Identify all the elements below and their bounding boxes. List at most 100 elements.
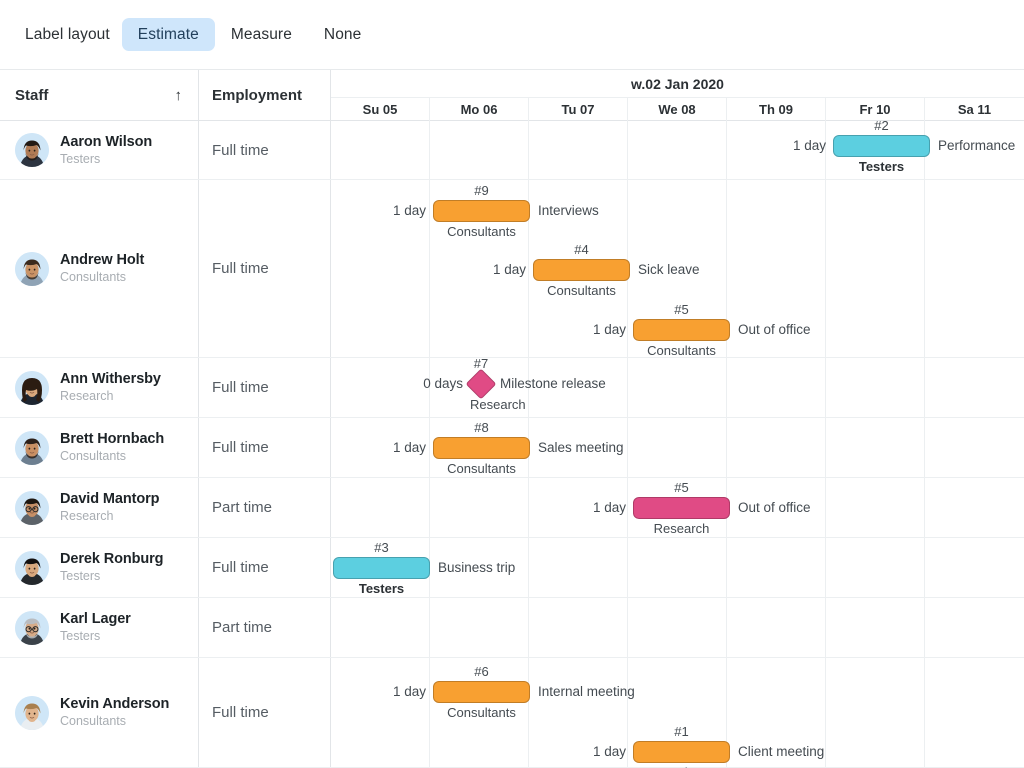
label-layout-option-estimate[interactable]: Estimate (121, 17, 215, 52)
task-bar[interactable] (433, 681, 530, 703)
task-item[interactable]: 1 day Out of office #5 Consultants (593, 302, 811, 358)
task-id-label: #1 (674, 724, 689, 739)
staff-row[interactable]: Aaron Wilson Testers Full time (0, 121, 331, 180)
staff-role: Consultants (60, 714, 127, 729)
staff-row[interactable]: Derek Ronburg Testers Full time (0, 538, 331, 598)
avatar (15, 490, 49, 525)
avatar (15, 610, 49, 645)
day-header-cell[interactable]: Su 05 (331, 98, 430, 121)
grid-body: Aaron Wilson Testers Full time Andrew Holt C… (0, 121, 1024, 768)
task-id-label: #5 (674, 302, 689, 317)
task-bar[interactable] (333, 557, 430, 579)
label-layout-label: Label layout (25, 25, 110, 43)
task-bar[interactable] (433, 200, 530, 222)
task-bar[interactable] (633, 319, 730, 341)
staff-row[interactable]: Andrew Holt Consultants Full time (0, 180, 331, 358)
timeline-row[interactable]: 1 day Interviews #9 Consultants 1 day Sick le… (331, 180, 1024, 358)
staff-cell[interactable]: Andrew Holt Consultants (0, 180, 199, 357)
avatar (15, 430, 49, 465)
employment-cell: Full time (199, 658, 331, 767)
staff-cell[interactable]: Brett Hornbach Consultants (0, 418, 199, 477)
avatar (15, 133, 49, 167)
staff-name: Derek Ronburg (60, 551, 164, 568)
task-item[interactable]: 1 day Client meeting #1 Consultants (593, 724, 824, 768)
task-duration-label: 1 day (792, 138, 826, 153)
staff-name: Brett Hornbach (60, 431, 165, 448)
task-item[interactable]: 1 day Sick leave #4 Consultants (493, 242, 700, 298)
day-header-cell[interactable]: Th 09 (727, 98, 826, 121)
staff-role: Testers (60, 569, 101, 584)
day-header-cell[interactable]: Fr 10 (826, 98, 925, 121)
employment-header-label: Employment (212, 87, 303, 104)
staff-cell[interactable]: David Mantorp Research (0, 478, 199, 537)
staff-role: Research (60, 389, 114, 404)
grid-header: Staff ↑ Employment w.02 Jan 2020 Su 05 Mo… (0, 70, 1024, 121)
staff-name: Andrew Holt (60, 252, 145, 269)
milestone-diamond[interactable] (465, 368, 497, 400)
avatar (15, 370, 49, 405)
day-header-cell[interactable]: Mo 06 (430, 98, 529, 121)
day-header-cell[interactable]: Sa 11 (957, 102, 992, 117)
task-duration-label: 1 day (392, 203, 426, 218)
day-header-cell[interactable]: We 08 (628, 98, 727, 121)
task-title-label: Interviews (538, 203, 599, 218)
staff-name-block: Kevin Anderson Consultants (60, 696, 169, 728)
task-bar[interactable] (433, 437, 530, 459)
task-bar[interactable] (833, 135, 930, 157)
staff-row[interactable]: Ann Withersby Research Full time (0, 358, 331, 418)
task-item[interactable]: Business trip #3 Testers (333, 540, 515, 596)
staff-header-label: Staff (15, 87, 49, 104)
task-title-label: Performance (938, 138, 1016, 153)
task-item[interactable]: 0 days Milestone release #7 Research (423, 356, 606, 412)
timeline-row[interactable] (331, 598, 1024, 658)
timeline-area: 1 day Performance #2 Testers 1 day Interviews… (331, 121, 1024, 768)
staff-name-block: Derek Ronburg Testers (60, 551, 164, 584)
timeline-row[interactable]: 1 day Out of office #5 Research (331, 478, 1024, 538)
staff-row[interactable]: Karl Lager Testers Part time (0, 598, 331, 658)
task-bar[interactable] (533, 259, 630, 281)
task-item[interactable]: 1 day Out of office #5 Research (593, 480, 811, 536)
day-header-cell[interactable]: Tu 07 (529, 98, 628, 121)
staff-cell[interactable]: Karl Lager Testers (0, 598, 199, 657)
task-item[interactable]: 1 day Performance #2 Testers (793, 121, 1015, 174)
task-item[interactable]: 1 day Sales meeting #8 Consultants (393, 420, 624, 476)
task-id-label: #5 (674, 480, 689, 495)
staff-row[interactable]: Brett Hornbach Consultants Full time (0, 418, 331, 478)
task-title-label: Out of office (738, 322, 811, 337)
task-group-label: Testers (358, 581, 405, 596)
staff-cell[interactable]: Derek Ronburg Testers (0, 538, 199, 597)
timeline-row[interactable]: 1 day Performance #2 Testers (331, 121, 1024, 180)
task-group-label: Research (470, 397, 526, 412)
day-gridlines (331, 538, 1024, 597)
timeline-row[interactable]: 1 day Sales meeting #8 Consultants (331, 418, 1024, 478)
task-title-label: Out of office (738, 500, 811, 515)
timeline-row[interactable]: Business trip #3 Testers (331, 538, 1024, 598)
day-gridlines (331, 598, 1024, 657)
task-bar[interactable] (633, 497, 730, 519)
task-group-label: Consultants (547, 283, 616, 298)
column-header-staff[interactable]: Staff ↑ (0, 70, 199, 121)
staff-cell[interactable]: Kevin Anderson Consultants (0, 658, 199, 767)
arrow-up-icon[interactable]: ↑ (174, 87, 183, 104)
staff-cell[interactable]: Aaron Wilson Testers (0, 121, 199, 179)
staff-row[interactable]: Kevin Anderson Consultants Full time (0, 658, 331, 768)
task-bar[interactable] (633, 741, 730, 763)
staff-role: Research (60, 509, 114, 524)
column-header-employment[interactable]: Employment (199, 70, 331, 121)
task-item[interactable]: 1 day Internal meeting #6 Consultants (393, 664, 635, 720)
staff-role: Consultants (60, 270, 127, 285)
staff-name: David Mantorp (60, 491, 160, 508)
timeline-row[interactable]: 0 days Milestone release #7 Research (331, 356, 1024, 418)
label-layout-option-measure[interactable]: Measure (215, 18, 308, 52)
timeline-row[interactable]: 1 day Internal meeting #6 Consultants 1 day C… (331, 658, 1024, 768)
task-item[interactable]: 1 day Interviews #9 Consultants (393, 183, 599, 239)
staff-name-block: Aaron Wilson Testers (60, 134, 152, 166)
staff-row[interactable]: David Mantorp Research Part time (0, 478, 331, 538)
staff-name-block: Ann Withersby Research (60, 371, 161, 403)
label-layout-option-none[interactable]: None (308, 18, 377, 52)
staff-cell[interactable]: Ann Withersby Research (0, 358, 199, 417)
task-duration-label: 1 day (592, 322, 626, 337)
task-group-label: Consultants (647, 343, 716, 358)
employment-cell: Part time (199, 478, 331, 537)
